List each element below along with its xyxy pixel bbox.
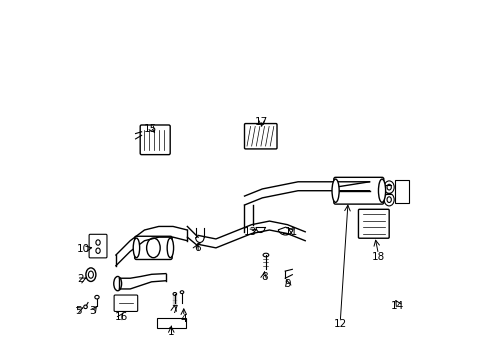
Text: 11: 11	[284, 227, 297, 237]
Text: 13: 13	[244, 227, 257, 237]
Text: 15: 15	[143, 124, 157, 134]
Text: 6: 6	[194, 243, 200, 253]
Text: 4: 4	[180, 314, 187, 324]
Ellipse shape	[378, 179, 385, 202]
Text: 10: 10	[76, 244, 89, 253]
Ellipse shape	[331, 179, 339, 202]
Text: 16: 16	[114, 312, 128, 322]
Text: 12: 12	[333, 319, 346, 329]
Text: 1: 1	[167, 327, 174, 337]
Text: 8: 8	[260, 272, 267, 282]
Text: 7: 7	[170, 305, 177, 315]
Text: 14: 14	[390, 301, 403, 311]
Text: 2: 2	[77, 274, 83, 284]
Text: 18: 18	[371, 252, 384, 262]
Text: 17: 17	[254, 117, 267, 127]
Text: 9: 9	[284, 279, 290, 289]
Text: 3: 3	[89, 306, 96, 316]
Text: 5: 5	[75, 306, 82, 316]
Ellipse shape	[167, 238, 173, 258]
Ellipse shape	[133, 238, 140, 258]
Bar	[157, 318, 185, 328]
